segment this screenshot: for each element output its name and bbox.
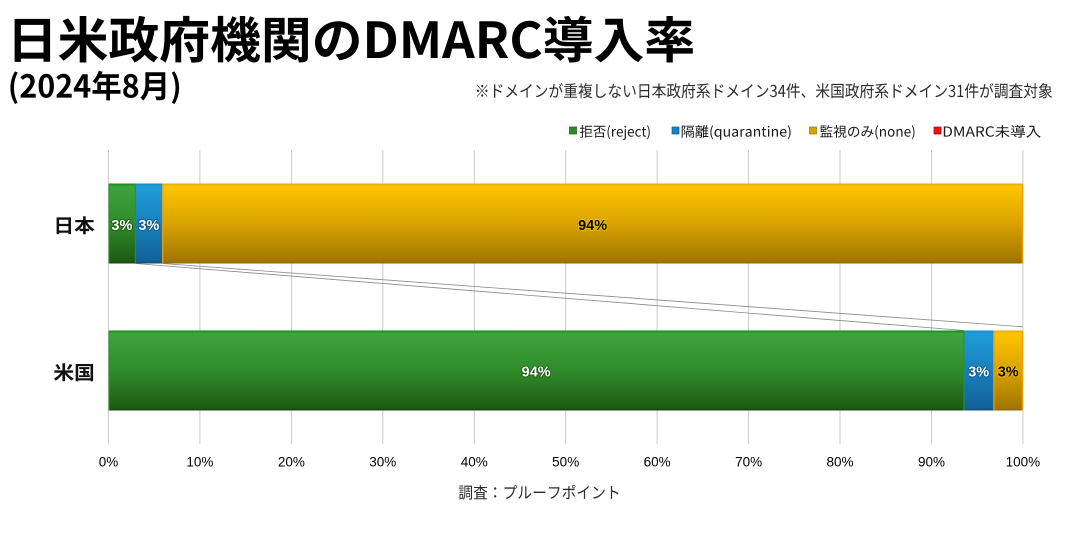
- svg-text:100%: 100%: [1006, 455, 1041, 470]
- svg-text:94%: 94%: [522, 364, 551, 380]
- svg-text:30%: 30%: [369, 455, 396, 470]
- svg-text:94%: 94%: [578, 218, 607, 234]
- svg-text:70%: 70%: [735, 455, 762, 470]
- svg-text:0%: 0%: [99, 455, 119, 470]
- svg-text:40%: 40%: [461, 455, 488, 470]
- svg-text:60%: 60%: [644, 455, 671, 470]
- svg-text:50%: 50%: [552, 455, 579, 470]
- svg-text:3%: 3%: [998, 364, 1019, 380]
- svg-text:3%: 3%: [968, 364, 989, 380]
- svg-text:90%: 90%: [918, 455, 945, 470]
- svg-text:20%: 20%: [278, 455, 305, 470]
- svg-text:3%: 3%: [138, 218, 159, 234]
- svg-text:3%: 3%: [111, 218, 132, 234]
- svg-text:10%: 10%: [186, 455, 213, 470]
- svg-text:80%: 80%: [826, 455, 853, 470]
